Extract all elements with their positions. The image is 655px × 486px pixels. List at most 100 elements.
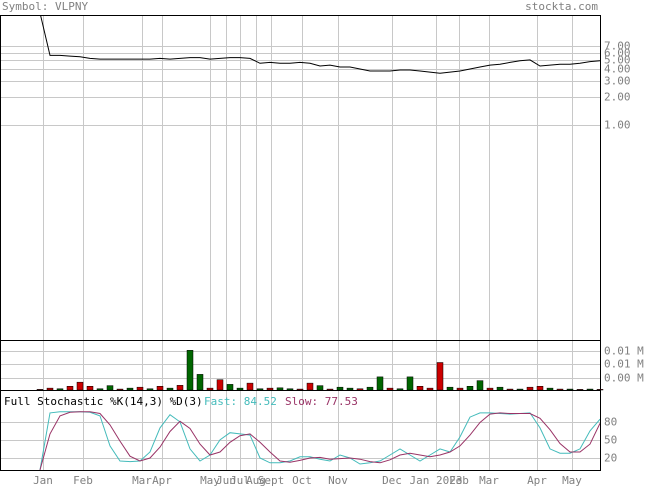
volume-bar [586, 388, 594, 391]
x-tick-label: Jun [216, 474, 236, 486]
x-tick-label: May [562, 474, 582, 486]
volume-bar [316, 385, 324, 391]
volume-bar [476, 380, 484, 391]
volume-bar [106, 385, 114, 391]
volume-bar [86, 386, 94, 391]
x-tick-label: Feb [73, 474, 93, 486]
x-tick-label: Dec [382, 474, 402, 486]
stochastic-line [39, 411, 600, 470]
volume-bar [326, 388, 334, 391]
volume-bar [396, 388, 404, 391]
volume-bar [536, 386, 544, 391]
volume-bar [366, 386, 374, 391]
volume-bar [466, 386, 474, 391]
volume-bar [426, 387, 434, 391]
volume-bar [386, 387, 394, 391]
x-tick-label: Aug [246, 474, 266, 486]
fast-name: Fast: [204, 395, 237, 408]
volume-bar [266, 387, 274, 391]
volume-bar [416, 386, 424, 391]
price-line [39, 15, 600, 74]
volume-bar [136, 386, 144, 391]
volume-bar [406, 376, 414, 391]
volume-bar [526, 386, 534, 391]
y-tick-label: 0.01 M [604, 358, 644, 371]
y-tick-label: 0.00 M [604, 372, 644, 385]
volume-bar [286, 388, 294, 391]
volume-bar [576, 389, 584, 391]
volume-bar [546, 387, 554, 391]
x-tick-label: Mar [479, 474, 499, 486]
x-tick-label: Jan [33, 474, 53, 486]
x-tick-label: Apr [152, 474, 172, 486]
volume-bar [186, 350, 194, 391]
volume-bar [216, 379, 224, 391]
volume-bar [486, 387, 494, 391]
volume-bar [166, 387, 174, 391]
fast-value: 84.52 [244, 395, 277, 408]
volume-bar [176, 385, 184, 391]
stochastic-line [39, 411, 600, 470]
volume-bar [566, 388, 574, 391]
y-tick-label: 1.00 [604, 119, 631, 132]
x-tick-label: Jan 2023 [410, 474, 463, 486]
volume-bar [596, 389, 604, 391]
volume-bar [516, 388, 524, 391]
y-tick-label: 2.00 [604, 91, 631, 104]
volume-bar [206, 387, 214, 391]
volume-bar [196, 374, 204, 391]
x-tick-label: Oct [292, 474, 312, 486]
volume-bar [56, 388, 64, 391]
y-tick-label: 5.00 [604, 54, 631, 67]
symbol: Symbol: VLPNY [2, 0, 88, 13]
slow-legend: Slow: 77.53 [285, 395, 358, 408]
price-panel [0, 15, 601, 341]
x-tick-label: Nov [328, 474, 348, 486]
fast-legend: Fast: 84.52 [204, 395, 277, 408]
volume-bar [256, 388, 264, 391]
volume-bar [456, 387, 464, 391]
site: stockta.com [525, 0, 598, 13]
volume-bar [306, 382, 314, 391]
volume-bar [496, 386, 504, 391]
slow-value: 77.53 [325, 395, 358, 408]
x-tick-label: Mar [132, 474, 152, 486]
y-tick-label: 20 [604, 452, 617, 465]
x-tick-label: Apr [527, 474, 547, 486]
volume-bar [246, 382, 254, 391]
volume-bar [446, 386, 454, 391]
y-tick-label: 3.00 [604, 75, 631, 88]
volume-bar [76, 381, 84, 391]
volume-bar [36, 389, 44, 391]
volume-bar [346, 387, 354, 391]
volume-bar [66, 386, 74, 391]
volume-bar [436, 362, 444, 391]
x-tick-label: May [200, 474, 220, 486]
volume-bar [296, 388, 304, 391]
volume-bar [146, 388, 154, 391]
volume-bar [556, 388, 564, 391]
y-tick-label: 80 [604, 416, 617, 429]
y-tick-label: 4.00 [604, 63, 631, 76]
y-tick-label: 6.00 [604, 47, 631, 60]
volume-panel [0, 340, 601, 391]
slow-name: Slow: [285, 395, 318, 408]
volume-bar [336, 386, 344, 391]
y-tick-label: 0.01 M [604, 345, 644, 358]
x-tick-label: Feb [449, 474, 469, 486]
volume-bar [356, 388, 364, 391]
volume-bar [116, 388, 124, 391]
x-tick-label: Sept [258, 474, 285, 486]
x-tick-label: Jul [230, 474, 250, 486]
volume-bar [376, 376, 384, 391]
volume-bar [126, 387, 134, 391]
volume-bar [96, 388, 104, 391]
volume-bar [46, 387, 54, 391]
stochastic-title: Full Stochastic %K(14,3) %D(3) [4, 395, 203, 408]
y-tick-label: 7.00 [604, 40, 631, 53]
volume-bar [226, 384, 234, 391]
y-tick-label: 50 [604, 434, 617, 447]
stochastic-panel [0, 390, 601, 471]
volume-bar [156, 386, 164, 391]
